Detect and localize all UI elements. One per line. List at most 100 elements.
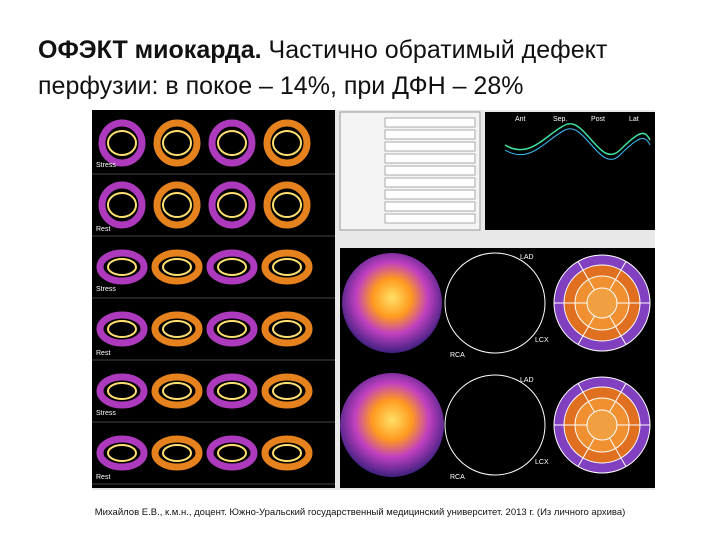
- slice: [261, 435, 313, 471]
- slice-core: [272, 130, 302, 156]
- slice: [96, 249, 148, 285]
- slice-core: [217, 382, 247, 400]
- segment-line: [577, 261, 595, 291]
- label: LCX: [535, 459, 549, 466]
- label: LAD: [520, 254, 534, 261]
- slice-core: [107, 320, 137, 338]
- form-field: [384, 213, 476, 224]
- slice-core: [217, 192, 247, 218]
- axis-label: Post: [591, 116, 605, 123]
- slice: [98, 119, 146, 167]
- territory-map: [444, 374, 546, 476]
- slice-core: [217, 258, 247, 276]
- slice: [151, 249, 203, 285]
- slice: [151, 435, 203, 471]
- curve: [504, 128, 651, 160]
- caption: Михайлов Е.В., к.м.н., доцент. Южно-Урал…: [94, 507, 626, 518]
- slice: [151, 373, 203, 409]
- form-field: [384, 117, 476, 128]
- slice-core: [272, 192, 302, 218]
- slice: [96, 435, 148, 471]
- curve: [504, 123, 651, 156]
- form-field: [384, 201, 476, 212]
- row-label: Rest: [96, 226, 110, 233]
- title-line: ОФЭКТ миокарда. Частично обратимый дефек…: [38, 32, 607, 68]
- slice-core: [107, 382, 137, 400]
- segment-line: [577, 437, 595, 467]
- territory-map: [444, 252, 546, 354]
- slice: [96, 373, 148, 409]
- row-label: Stress: [96, 410, 116, 417]
- slices-panel: [92, 110, 335, 488]
- axis-label: Ant: [515, 116, 526, 123]
- slice-core: [107, 192, 137, 218]
- slice-core: [107, 130, 137, 156]
- slice: [206, 311, 258, 347]
- label: RCA: [450, 474, 465, 481]
- slice-core: [217, 320, 247, 338]
- slice: [206, 373, 258, 409]
- bullseyes: [553, 254, 651, 474]
- segment-line: [609, 437, 627, 467]
- slice: [96, 311, 148, 347]
- slice-core: [272, 320, 302, 338]
- form-field: [384, 189, 476, 200]
- segment-line: [577, 315, 595, 345]
- slice: [263, 119, 311, 167]
- segment-line: [609, 315, 627, 345]
- slice: [153, 181, 201, 229]
- form-field: [384, 129, 476, 140]
- slice: [263, 181, 311, 229]
- slice: [208, 119, 256, 167]
- slice-core: [162, 192, 192, 218]
- label: LAD: [520, 377, 534, 384]
- segment-line: [577, 383, 595, 413]
- row-label: Rest: [96, 350, 110, 357]
- slice-core: [162, 444, 192, 462]
- slice: [151, 311, 203, 347]
- slice-core: [272, 444, 302, 462]
- slice: [153, 119, 201, 167]
- slice-core: [217, 444, 247, 462]
- segment-line: [609, 261, 627, 291]
- row-label: Stress: [96, 162, 116, 169]
- slice: [261, 249, 313, 285]
- title: ОФЭКТ миокарда. Частично обратимый дефек…: [38, 32, 607, 104]
- axis-label: Sep.: [553, 116, 567, 123]
- label: LCX: [535, 337, 549, 344]
- form-field: [384, 177, 476, 188]
- slice-core: [272, 382, 302, 400]
- label: RCA: [450, 352, 465, 359]
- slice-core: [162, 258, 192, 276]
- slice-core: [217, 130, 247, 156]
- bullseye-ring: [586, 409, 618, 441]
- slice-core: [107, 258, 137, 276]
- form-field: [384, 165, 476, 176]
- bullseye-ring: [586, 287, 618, 319]
- slices: Stress Rest Stress Rest Stress Rest: [92, 119, 335, 485]
- slice: [206, 249, 258, 285]
- segment-line: [609, 383, 627, 413]
- title-text: Частично обратимый дефект: [268, 36, 608, 64]
- form-fields: [384, 117, 476, 224]
- slice: [206, 435, 258, 471]
- slice-core: [162, 130, 192, 156]
- title-line: перфузии: в покое – 14%, при ДФН – 28%: [38, 72, 524, 100]
- row-label: Stress: [96, 286, 116, 293]
- form-field: [384, 141, 476, 152]
- slice-core: [162, 320, 192, 338]
- slice: [261, 311, 313, 347]
- row-label: Rest: [96, 474, 110, 481]
- title-bold: ОФЭКТ миокарда.: [38, 36, 262, 64]
- slice-core: [272, 258, 302, 276]
- curve-axis: Ant Sep. Post Lat: [515, 116, 639, 123]
- slice: [208, 181, 256, 229]
- slice: [98, 181, 146, 229]
- slice-core: [107, 444, 137, 462]
- polar-map: [342, 253, 442, 353]
- slice: [261, 373, 313, 409]
- polar-map: [340, 373, 444, 477]
- slice-core: [162, 382, 192, 400]
